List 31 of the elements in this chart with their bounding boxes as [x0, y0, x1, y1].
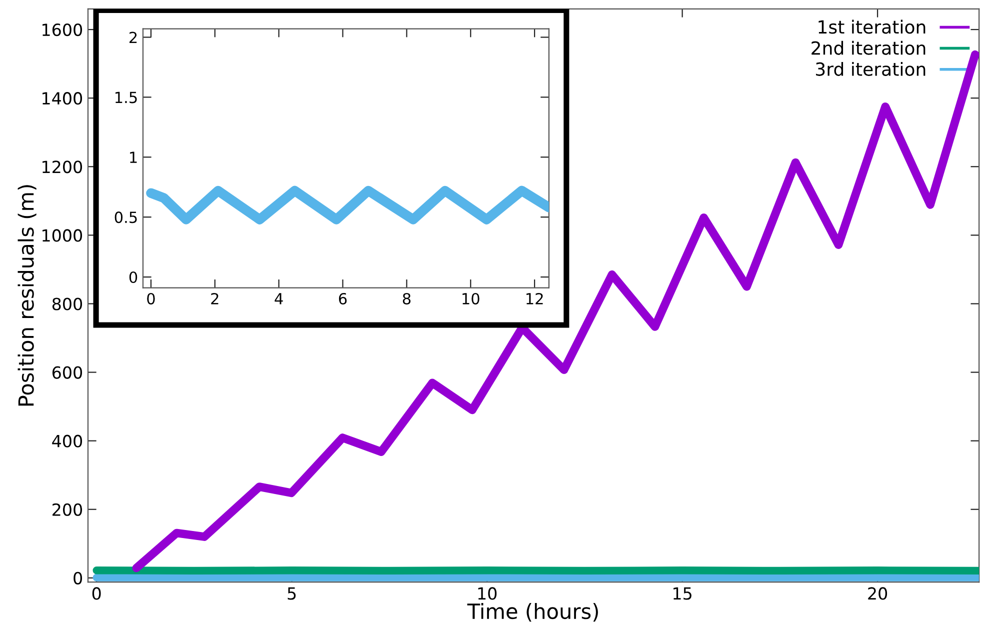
- x-tick-label: 10: [478, 587, 497, 600]
- y-tick-label: 0: [129, 271, 138, 284]
- y-tick-label: 200: [52, 503, 82, 516]
- x-tick-label: 15: [674, 587, 692, 600]
- y-tick-label: 2: [130, 32, 137, 44]
- y-tick-label: 400: [52, 434, 82, 448]
- y-tick-label: 1600: [42, 24, 82, 36]
- y-tick-label: 0.5: [114, 212, 137, 224]
- y-tick-label: 1000: [42, 229, 82, 242]
- x-tick-label: 20: [868, 587, 888, 600]
- y-tick-label: 600: [52, 366, 82, 379]
- legend-label: 3rd iteration: [816, 62, 926, 76]
- legend-label: 2nd iteration: [812, 40, 926, 55]
- x-tick-label: 12: [526, 292, 543, 304]
- y-tick-label: 1400: [42, 92, 82, 105]
- x-tick-label: 8: [402, 292, 411, 304]
- y-tick-label: 800: [52, 298, 82, 310]
- y-tick-label: 0: [74, 572, 82, 584]
- x-axis-title: Time (hours): [467, 603, 598, 622]
- y-tick-label: 1200: [42, 160, 82, 174]
- y-tick-label: 1: [130, 152, 137, 163]
- x-tick-label: 5: [288, 587, 296, 600]
- legend-label: 1st iteration: [818, 20, 926, 34]
- x-tick-label: 6: [338, 292, 347, 304]
- x-tick-label: 4: [274, 293, 283, 304]
- x-tick-label: 10: [462, 292, 480, 304]
- x-tick-label: 0: [147, 292, 155, 304]
- y-axis-title: Position residuals (m): [18, 185, 36, 406]
- x-tick-label: 0: [92, 587, 101, 600]
- x-tick-label: 2: [211, 292, 218, 304]
- y-tick-label: 1.5: [116, 92, 137, 104]
